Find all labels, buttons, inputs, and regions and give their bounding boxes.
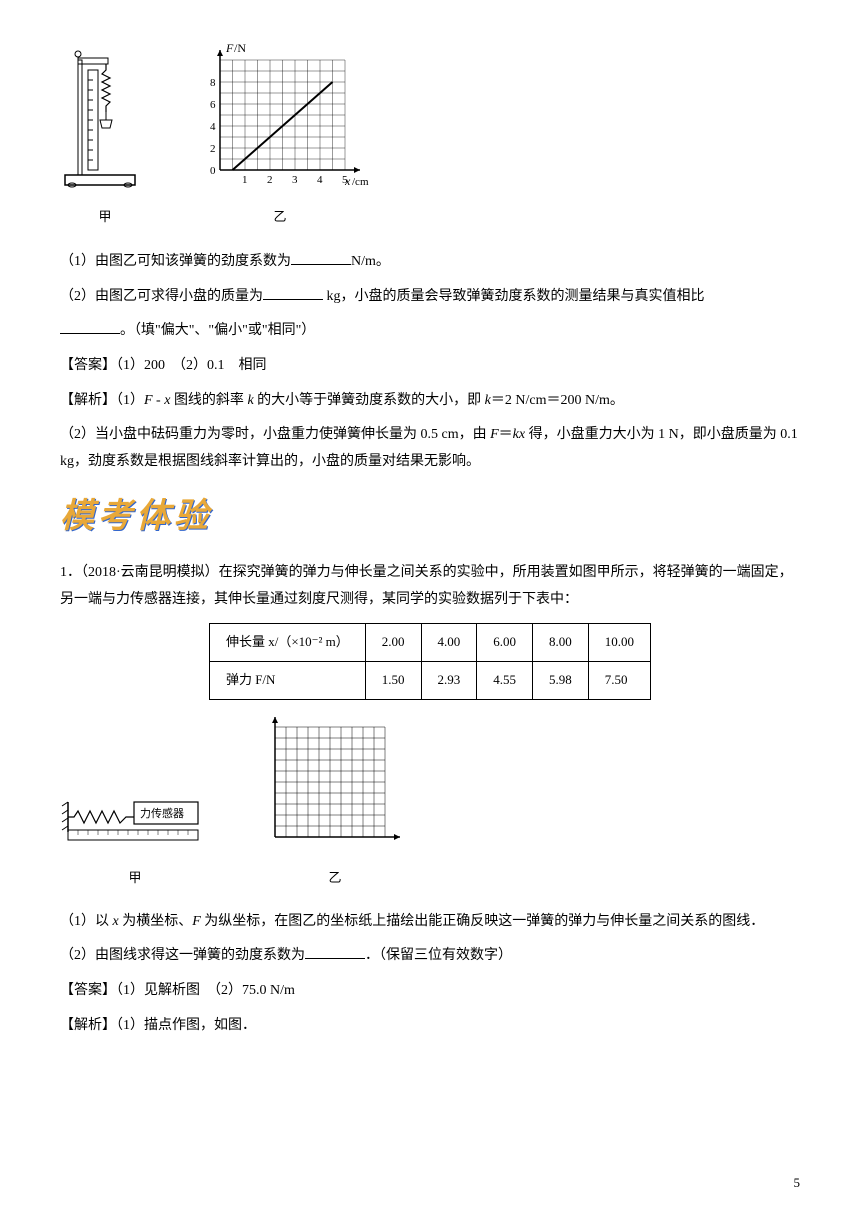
svg-text:1: 1 xyxy=(242,174,248,186)
svg-text:4: 4 xyxy=(317,174,323,186)
page-number: 5 xyxy=(794,1171,801,1196)
q1-b3: 。（填"偏大"、"偏小"或"相同"） xyxy=(120,323,315,338)
apparatus-figure-1: 甲 xyxy=(60,50,150,229)
a1-2d: kx xyxy=(513,427,525,442)
q2-1e: 为纵坐标，在图乙的坐标纸上描绘出能正确反映这一弹簧的弹力与伸长量之间关系的图线． xyxy=(201,914,765,929)
caption-jia-2: 甲 xyxy=(60,866,210,891)
cell: 1.50 xyxy=(365,661,421,699)
cell: 6.00 xyxy=(477,624,533,662)
blank-4 xyxy=(305,945,365,959)
q2-1a: （1）以 xyxy=(60,914,113,929)
apparatus-figure-2: 力传感器 甲 xyxy=(60,792,210,891)
a1-2c: ＝ xyxy=(499,427,513,442)
section-header: 模考体验 xyxy=(60,485,800,550)
answer-2: 【答案】（1）见解析图 （2）75.0 N/m xyxy=(60,978,800,1005)
q2-1c: 为横坐标、 xyxy=(119,914,193,929)
cell: 4.00 xyxy=(421,624,477,662)
a1-1e: 的大小等于弹簧劲度系数的大小，即 xyxy=(254,393,485,408)
a1-1g: ＝2 N/cm＝200 N/m。 xyxy=(491,393,624,408)
analysis-1-line2: （2）当小盘中砝码重力为零时，小盘重力使弹簧伸长量为 0.5 cm，由 F＝kx… xyxy=(60,422,800,475)
q2-1d: F xyxy=(192,914,201,929)
grid-svg-2 xyxy=(260,712,410,852)
q1-a-unit: N/m。 xyxy=(351,254,390,269)
cell: 7.50 xyxy=(588,661,650,699)
q1-a-text: （1）由图乙可知该弹簧的劲度系数为 xyxy=(60,254,291,269)
blank-2 xyxy=(263,286,323,300)
cell: 2.00 xyxy=(365,624,421,662)
caption-yi-1: 乙 xyxy=(190,205,370,230)
q1-part2b: 。（填"偏大"、"偏小"或"相同"） xyxy=(60,318,800,345)
chart-svg-1: F /N x /cm 0 2 4 6 8 xyxy=(190,40,370,190)
svg-text:/cm: /cm xyxy=(352,176,369,188)
figure-row-2: 力传感器 甲 xyxy=(60,712,800,891)
row1-label: 伸长量 x/（×10⁻² m） xyxy=(209,624,365,662)
cell: 10.00 xyxy=(588,624,650,662)
figure-row-1: 甲 F /N x /cm xyxy=(60,40,800,229)
a1-1b: F - x xyxy=(144,393,170,408)
sensor-label: 力传感器 xyxy=(140,807,184,820)
svg-text:0: 0 xyxy=(210,165,216,177)
analysis-1-line1: 【解析】（1）F - x 图线的斜率 k 的大小等于弹簧劲度系数的大小，即 k＝… xyxy=(60,388,800,415)
q1-part1: （1）由图乙可知该弹簧的劲度系数为 N/m。 xyxy=(60,249,800,276)
table-row: 伸长量 x/（×10⁻² m） 2.00 4.00 6.00 8.00 10.0… xyxy=(209,624,650,662)
cell: 8.00 xyxy=(533,624,589,662)
q1-b2: kg，小盘的质量会导致弹簧劲度系数的测量结果与真实值相比 xyxy=(323,289,705,304)
svg-text:5: 5 xyxy=(342,174,348,186)
svg-text:F: F xyxy=(225,41,234,55)
caption-jia-1: 甲 xyxy=(60,205,150,230)
svg-text:/N: /N xyxy=(234,41,246,55)
blank-3 xyxy=(60,320,120,334)
table-row: 弹力 F/N 1.50 2.93 4.55 5.98 7.50 xyxy=(209,661,650,699)
analysis-2: 【解析】（1）描点作图，如图． xyxy=(60,1013,800,1040)
q2-intro: 1．（2018·云南昆明模拟）在探究弹簧的弹力与伸长量之间关系的实验中，所用装置… xyxy=(60,560,800,613)
cell: 5.98 xyxy=(533,661,589,699)
a1-2a: （2）当小盘中砝码重力为零时，小盘重力使弹簧伸长量为 0.5 cm，由 xyxy=(60,427,490,442)
apparatus-svg-1 xyxy=(60,50,150,190)
q1-b1: （2）由图乙可求得小盘的质量为 xyxy=(60,289,263,304)
q2-part2: （2）由图线求得这一弹簧的劲度系数为 ．（保留三位有效数字） xyxy=(60,943,800,970)
q2-2b: ．（保留三位有效数字） xyxy=(365,948,512,963)
data-table: 伸长量 x/（×10⁻² m） 2.00 4.00 6.00 8.00 10.0… xyxy=(209,623,651,699)
svg-text:3: 3 xyxy=(292,174,298,186)
q2-part1: （1）以 x 为横坐标、F 为纵坐标，在图乙的坐标纸上描绘出能正确反映这一弹簧的… xyxy=(60,909,800,936)
cell: 4.55 xyxy=(477,661,533,699)
row2-label: 弹力 F/N xyxy=(209,661,365,699)
svg-text:4: 4 xyxy=(210,121,216,133)
cell: 2.93 xyxy=(421,661,477,699)
svg-text:2: 2 xyxy=(210,143,216,155)
caption-yi-2: 乙 xyxy=(260,866,410,891)
svg-text:6: 6 xyxy=(210,99,216,111)
q2-2a: （2）由图线求得这一弹簧的劲度系数为 xyxy=(60,948,305,963)
answer-1: 【答案】（1）200 （2）0.1 相同 xyxy=(60,353,800,380)
svg-text:2: 2 xyxy=(267,174,273,186)
a1-2b: F xyxy=(490,427,499,442)
grid-figure-2: 乙 xyxy=(260,712,410,891)
blank-1 xyxy=(291,251,351,265)
q1-part2: （2）由图乙可求得小盘的质量为 kg，小盘的质量会导致弹簧劲度系数的测量结果与真… xyxy=(60,284,800,311)
chart-figure-1: F /N x /cm 0 2 4 6 8 xyxy=(190,40,370,229)
apparatus-svg-2: 力传感器 xyxy=(60,792,210,852)
a1-1c: 图线的斜率 xyxy=(170,393,247,408)
svg-text:8: 8 xyxy=(210,77,216,89)
a1-1a: 【解析】（1） xyxy=(60,393,144,408)
